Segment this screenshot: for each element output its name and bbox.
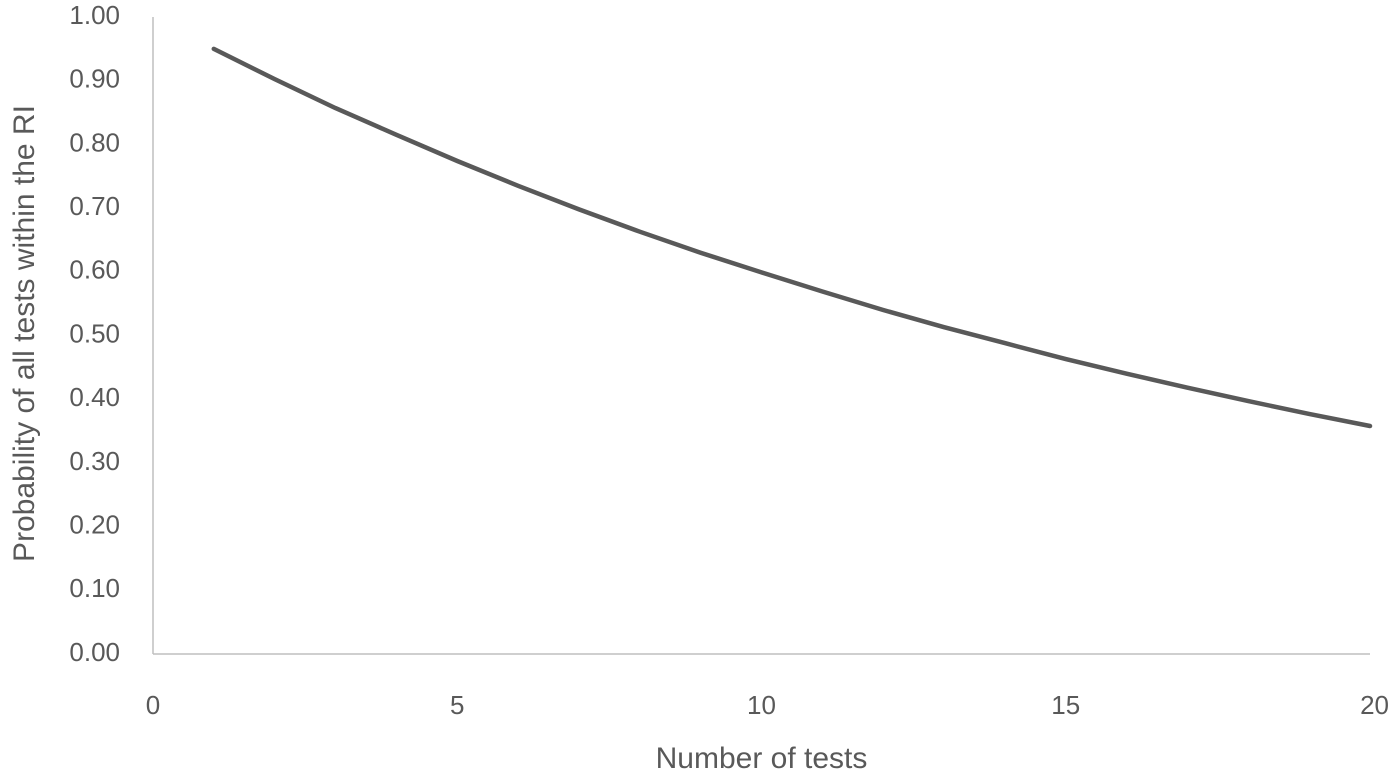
y-tick-label: 0.90 <box>69 64 120 94</box>
x-axis-title: Number of tests <box>656 742 868 775</box>
series <box>211 46 1373 429</box>
y-tick-label: 0.60 <box>69 255 120 285</box>
x-tick-labels: 0 5 10 15 20 <box>146 690 1389 720</box>
x-tick-label: 20 <box>1360 690 1389 720</box>
x-tick-label: 5 <box>450 690 464 720</box>
y-tick-label: 0.00 <box>69 637 120 667</box>
y-tick-label: 0.30 <box>69 446 120 476</box>
y-tick-label: 0.20 <box>69 509 120 539</box>
y-tick-label: 0.10 <box>69 573 120 603</box>
y-tick-label: 1.00 <box>69 0 120 30</box>
series-line <box>211 46 1373 429</box>
axes <box>152 17 1370 655</box>
y-tick-label: 0.70 <box>69 191 120 221</box>
y-tick-label: 0.50 <box>69 318 120 348</box>
y-axis-title: Probability of all tests within the RI <box>8 105 41 562</box>
x-tick-label: 15 <box>1051 690 1080 720</box>
x-tick-label: 10 <box>747 690 776 720</box>
y-tick-labels: 0.00 0.10 0.20 0.30 0.40 0.50 0.60 0.70 0.80 0.90… <box>69 0 120 667</box>
y-tick-label: 0.40 <box>69 382 120 412</box>
x-tick-label: 0 <box>146 690 160 720</box>
y-tick-label: 0.80 <box>69 127 120 157</box>
